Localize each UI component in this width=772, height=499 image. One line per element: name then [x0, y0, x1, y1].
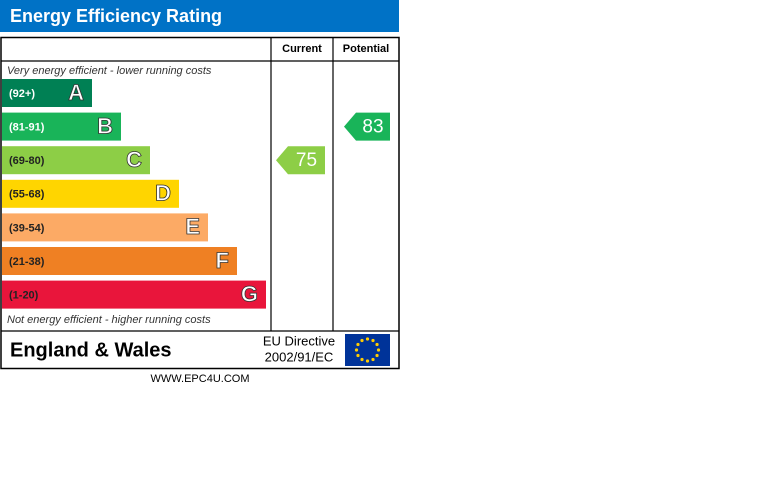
band-range: (81-91)	[9, 122, 45, 134]
band-letter: G	[241, 281, 258, 306]
star	[371, 338, 375, 343]
directive: 2002/91/EC	[265, 349, 334, 364]
rating-arrow	[344, 112, 390, 141]
band	[2, 146, 150, 175]
rating-value: 75	[296, 150, 317, 171]
band-letter: F	[216, 248, 229, 273]
directive: EU Directive	[263, 333, 335, 348]
band-range: (69-80)	[9, 155, 45, 167]
region: England & Wales	[10, 339, 172, 361]
band-range: (39-54)	[9, 222, 45, 234]
band	[2, 247, 237, 275]
column-header: Current	[282, 43, 322, 55]
band	[2, 112, 121, 141]
star	[365, 337, 370, 341]
band-letter: B	[97, 113, 113, 138]
rating-arrow	[276, 146, 325, 175]
eu-stars	[354, 337, 381, 363]
frame	[0, 36, 400, 370]
band-range: (21-38)	[9, 256, 45, 268]
band-range: (55-68)	[9, 189, 45, 201]
star	[375, 353, 379, 358]
band-letter: D	[155, 181, 171, 206]
top-note: Very energy efficient - lower running co…	[7, 65, 212, 77]
website: WWW.EPC4U.COM	[151, 373, 250, 385]
band	[2, 179, 179, 208]
bottom-note: Not energy efficient - higher running co…	[7, 314, 211, 326]
title-bar	[0, 0, 399, 32]
band-letter: E	[185, 214, 200, 239]
band-range: (92+)	[9, 88, 35, 100]
band	[2, 280, 266, 309]
column-header: Potential	[343, 43, 389, 55]
star	[356, 342, 360, 347]
band	[2, 213, 208, 242]
star	[360, 338, 364, 343]
star	[371, 357, 375, 362]
band-range: (1-20)	[9, 290, 39, 302]
band-letter: C	[126, 147, 142, 172]
rating-value: 83	[362, 117, 383, 138]
title: Energy Efficiency Rating	[10, 6, 222, 26]
star	[356, 353, 360, 358]
star	[354, 348, 359, 352]
star	[365, 359, 370, 363]
band-letter: A	[68, 80, 84, 105]
band	[2, 79, 92, 107]
star	[360, 357, 364, 362]
star	[375, 342, 379, 347]
star	[376, 348, 381, 352]
